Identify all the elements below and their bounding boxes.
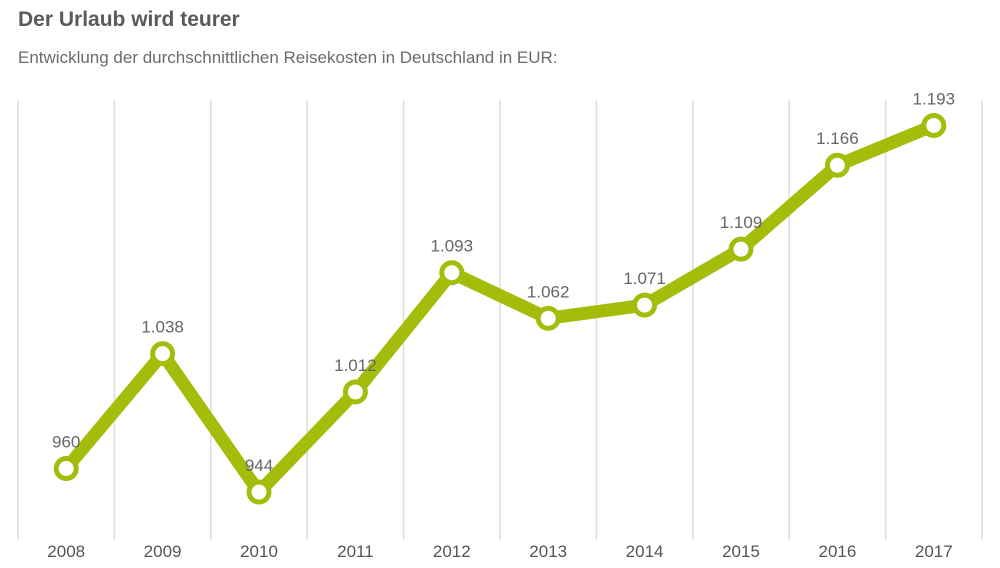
data-label-2015: 1.109 bbox=[720, 213, 763, 232]
data-label-2009: 1.038 bbox=[141, 318, 184, 337]
data-label-2010: 944 bbox=[245, 456, 273, 475]
data-point-2009 bbox=[150, 341, 176, 367]
grid-lines bbox=[17, 100, 983, 540]
data-point-2015 bbox=[728, 236, 754, 262]
chart-subtitle: Entwicklung der durchschnittlichen Reise… bbox=[18, 48, 558, 67]
data-point-2013 bbox=[535, 305, 561, 331]
data-label-2016: 1.166 bbox=[816, 129, 859, 148]
data-point-2016 bbox=[824, 152, 850, 178]
data-point-2012 bbox=[439, 260, 465, 286]
x-tick-label-2016: 2016 bbox=[818, 542, 856, 561]
data-label-2014: 1.071 bbox=[623, 269, 666, 288]
x-tick-label-2011: 2011 bbox=[337, 542, 374, 561]
value-labels-group: 960 1.038 944 1.012 1.093 1.062 1.071 1.109 1.16… bbox=[52, 90, 955, 476]
data-point-2008 bbox=[53, 456, 79, 481]
chart-title: Der Urlaub wird teurer bbox=[18, 8, 240, 31]
data-label-2008: 960 bbox=[52, 433, 80, 452]
data-label-2011: 1.012 bbox=[334, 356, 377, 375]
data-point-2014 bbox=[632, 292, 658, 318]
series-line bbox=[59, 119, 941, 499]
data-point-2011 bbox=[342, 379, 368, 405]
markers-group bbox=[53, 113, 947, 505]
series-line-group bbox=[59, 119, 941, 499]
x-tick-label-2017: 2017 bbox=[915, 542, 953, 561]
x-axis-labels-group: 2008 2009 2010 2011 2012 2013 2014 2015 2016 2017 bbox=[47, 542, 952, 561]
data-label-2012: 1.093 bbox=[431, 237, 474, 256]
data-label-2017: 1.193 bbox=[913, 90, 956, 109]
x-tick-label-2013: 2013 bbox=[529, 542, 567, 561]
x-tick-label-2009: 2009 bbox=[144, 542, 182, 561]
x-tick-label-2014: 2014 bbox=[626, 542, 664, 561]
data-point-2010 bbox=[246, 479, 272, 505]
x-tick-label-2010: 2010 bbox=[240, 542, 278, 561]
x-tick-label-2008: 2008 bbox=[47, 542, 85, 561]
x-tick-label-2015: 2015 bbox=[722, 542, 760, 561]
data-point-2017 bbox=[921, 113, 947, 138]
data-label-2013: 1.062 bbox=[527, 282, 570, 301]
x-tick-label-2012: 2012 bbox=[433, 542, 471, 561]
